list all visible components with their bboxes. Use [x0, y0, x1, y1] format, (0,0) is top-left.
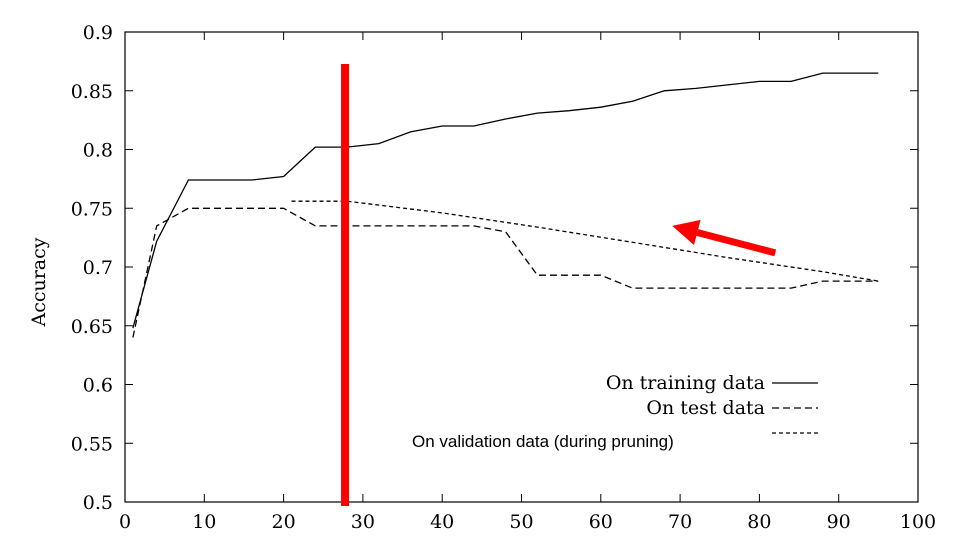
y-axis: 0.5 0.55 0.6 0.65 0.7 0.75 0.8 0.85 0.9 — [71, 22, 918, 514]
series-line-0 — [132, 72, 879, 329]
y-tick-label: 0.8 — [83, 140, 113, 162]
x-tick-label: 0 — [119, 511, 131, 533]
legend: On training data On test data On validat… — [412, 372, 818, 451]
x-tick-label: 60 — [589, 511, 613, 533]
series-line-1 — [132, 207, 879, 338]
y-tick-label: 0.7 — [83, 257, 113, 279]
x-tick-label: 80 — [747, 511, 771, 533]
red-arrow-shaft — [696, 229, 777, 257]
red-vertical-marker — [341, 64, 350, 506]
legend-label-test: On test data — [646, 397, 765, 419]
x-tick-label: 90 — [827, 511, 851, 533]
legend-label-validation: On validation data (during pruning) — [412, 432, 674, 451]
y-tick-label: 0.5 — [83, 492, 113, 514]
red-arrow-head — [672, 219, 701, 246]
y-tick-label: 0.65 — [71, 316, 113, 338]
y-tick-label: 0.9 — [83, 22, 113, 44]
x-tick-label: 50 — [509, 511, 533, 533]
y-tick-label: 0.55 — [71, 433, 113, 455]
y-tick-label: 0.85 — [71, 81, 113, 103]
x-tick-label: 70 — [668, 511, 692, 533]
annotation-layer — [341, 64, 777, 506]
x-tick-label: 40 — [430, 511, 454, 533]
series-layer — [132, 72, 879, 338]
x-axis: 0 10 20 30 40 50 60 70 80 90 100 — [119, 32, 936, 533]
y-tick-label: 0.6 — [83, 375, 113, 397]
x-tick-label: 30 — [351, 511, 375, 533]
x-tick-label: 20 — [272, 511, 296, 533]
x-tick-label: 100 — [900, 511, 936, 533]
x-tick-label: 10 — [192, 511, 216, 533]
y-axis-title: Accuracy — [28, 237, 50, 327]
series-line-2 — [291, 200, 879, 282]
y-tick-label: 0.75 — [71, 198, 113, 220]
legend-label-training: On training data — [606, 372, 765, 394]
